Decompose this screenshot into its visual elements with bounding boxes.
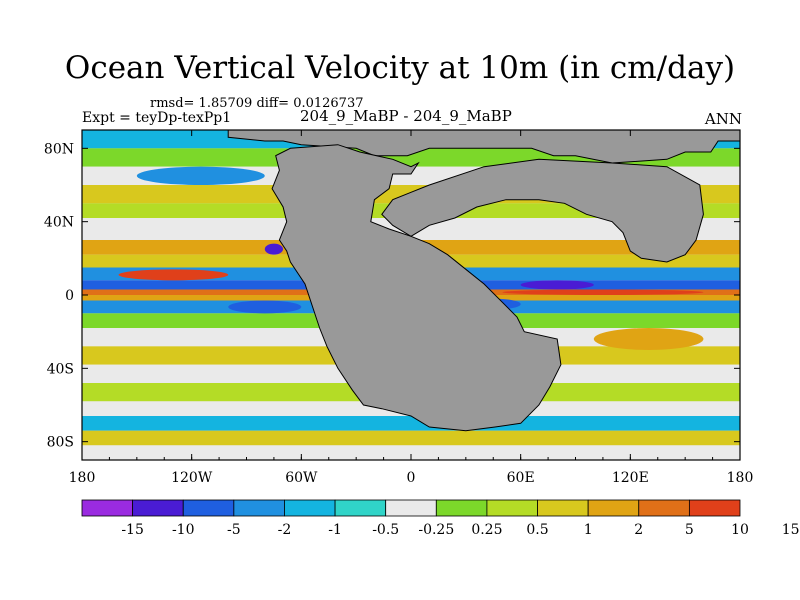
colorbar-swatch [486, 499, 538, 517]
colorbar-label: 0.25 [471, 522, 502, 538]
colorbar-swatch [233, 499, 285, 517]
map-plot [82, 130, 740, 460]
colorbar-label: 1 [584, 522, 593, 538]
x-tick-label: 60E [507, 470, 535, 486]
colorbar-label: 2 [634, 522, 643, 538]
colorbar-swatch [182, 499, 235, 517]
case-label: 204_9_MaBP - 204_9_MaBP [300, 107, 512, 125]
colorbar-label: -2 [278, 522, 292, 538]
land-east-peninsula [381, 158, 704, 263]
field-band [82, 416, 740, 431]
colorbar-label: -5 [227, 522, 241, 538]
field-feature [228, 300, 302, 314]
land-north-landmass [227, 130, 740, 164]
y-tick-label: 40N [44, 215, 74, 231]
colorbar-swatch [385, 499, 437, 517]
colorbar-swatch [284, 499, 336, 517]
colorbar-label: 5 [685, 522, 694, 538]
x-tick-label: 120E [612, 470, 649, 486]
colorbar-swatch [587, 499, 640, 517]
colorbar-swatch [688, 499, 741, 517]
land-pangaea-west [271, 144, 562, 432]
y-tick-label: 80S [47, 435, 74, 451]
colorbar-label: -10 [172, 522, 195, 538]
x-tick-label: 0 [407, 470, 416, 486]
map-axes: 180 120W 60W 0 60E 120E 180 80N 40N 0 40S 80S [44, 129, 754, 486]
colorbar-swatch [132, 499, 184, 517]
field-band [82, 445, 740, 460]
x-tick-label: 180 [727, 470, 754, 486]
colorbar-swatch [334, 499, 387, 517]
colorbar-label: -0.5 [372, 522, 399, 538]
stats-label: rmsd= 1.85709 diff= 0.0126737 [150, 96, 364, 111]
field-group [82, 130, 740, 460]
colorbar-label: 0.5 [526, 522, 548, 538]
field-feature [593, 328, 704, 350]
colorbar-swatch [638, 499, 690, 517]
colorbar-label: 15 [782, 522, 800, 538]
y-tick-label: 80N [44, 141, 74, 157]
field-feature [118, 269, 229, 281]
experiment-label: Expt = teyDp-texPp1 [82, 110, 232, 126]
x-tick-label: 180 [69, 470, 96, 486]
y-tick-label: 0 [65, 288, 74, 304]
colorbar-label: -0.25 [418, 522, 454, 538]
field-feature [264, 243, 284, 255]
chart-title: Ocean Vertical Velocity at 10m (in cm/da… [64, 50, 736, 86]
colorbar-label: 10 [731, 522, 749, 538]
x-tick-label: 60W [285, 470, 318, 486]
colorbar-label: -15 [121, 522, 144, 538]
colorbar: -15 -10 -5 -2 -1 -0.5 -0.25 0.25 0.5 1 2 5 10 15 [81, 499, 800, 538]
field-feature [520, 280, 594, 290]
x-tick-label: 120W [171, 470, 213, 486]
field-feature [136, 166, 265, 185]
field-band [82, 430, 740, 446]
field-feature [502, 289, 704, 295]
colorbar-swatch [435, 499, 488, 517]
colorbar-label: -1 [328, 522, 342, 538]
season-label: ANN [704, 110, 742, 128]
y-tick-label: 40S [47, 361, 74, 377]
colorbar-swatch [81, 499, 134, 517]
colorbar-swatch [537, 499, 589, 517]
